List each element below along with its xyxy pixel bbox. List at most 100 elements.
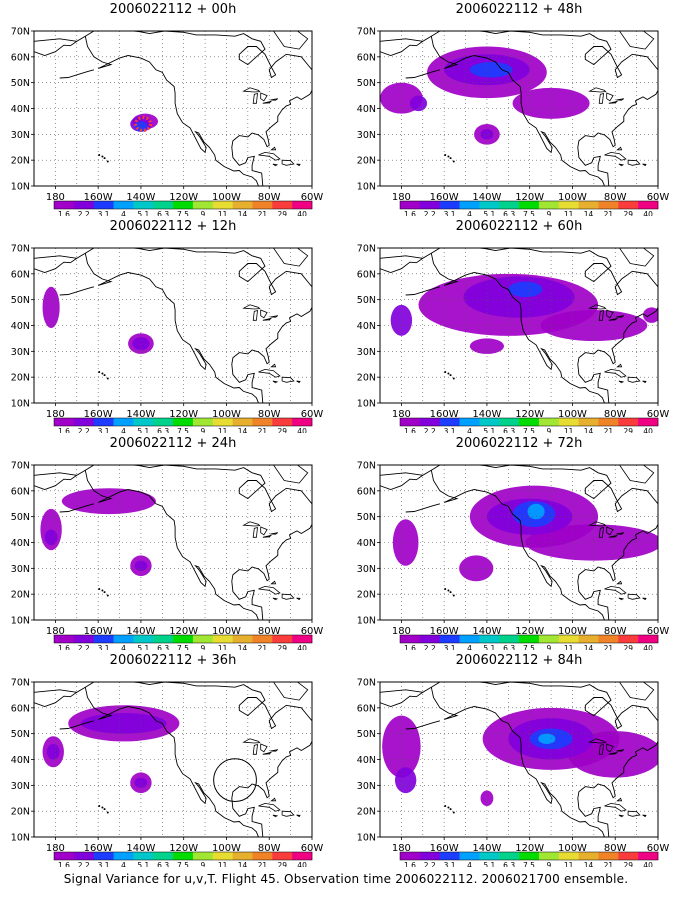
coastline — [273, 248, 309, 267]
colorbar-swatch — [133, 635, 154, 643]
colorbar-swatch — [558, 635, 579, 643]
colorbar-swatch — [578, 635, 599, 643]
colorbar-label: 4 — [121, 644, 126, 650]
colorbar-swatch — [479, 852, 500, 860]
coastline — [281, 376, 295, 383]
coastline — [627, 159, 641, 166]
colorbar-swatch — [73, 635, 94, 643]
variance-contour — [81, 713, 167, 734]
colorbar-label: 1.6 — [58, 861, 70, 867]
colorbar-label: 21 — [604, 861, 614, 867]
colorbar-label: 11 — [218, 861, 228, 867]
coastline — [229, 465, 232, 466]
colorbar-label: 6.3 — [503, 427, 515, 433]
coastline — [262, 100, 272, 104]
map-panel: 2006022112 + 00h 10N 20N 30N 40N 50N 60N 70N 180… — [0, 0, 346, 216]
x-tick-label: 120W — [515, 626, 544, 637]
map-chart: 10N 20N 30N 40N 50N 60N 70N 180 160W 140W 120W 100W… — [11, 678, 324, 868]
x-tick-label: 80W — [604, 626, 627, 637]
coastline — [84, 36, 259, 186]
x-tick-label: 100W — [558, 192, 587, 203]
colorbar-swatch — [439, 852, 460, 860]
y-tick-label: 50N — [11, 729, 30, 740]
coastline — [616, 98, 625, 101]
colorbar-label: 11 — [218, 427, 228, 433]
colorbar-swatch — [252, 635, 273, 643]
colorbar-label: 2.2 — [78, 427, 90, 433]
coastline — [577, 306, 658, 403]
variance-contour — [134, 116, 153, 132]
island — [452, 594, 455, 597]
coastline — [616, 580, 623, 585]
y-tick-label: 60N — [11, 52, 30, 63]
y-tick-label: 70N — [357, 244, 376, 255]
coastline — [229, 248, 232, 249]
coastline — [601, 465, 616, 466]
coastline — [258, 585, 281, 595]
colorbar-swatch — [173, 201, 194, 209]
island — [452, 160, 455, 163]
coastline — [34, 257, 78, 273]
y-tick-label: 20N — [357, 373, 376, 384]
x-tick-label: 100W — [558, 626, 587, 637]
colorbar-swatch — [479, 635, 500, 643]
colorbar-swatch — [459, 852, 480, 860]
colorbar-label: 11 — [564, 861, 574, 867]
coastline — [575, 465, 578, 466]
x-tick-label: 140W — [472, 192, 501, 203]
colorbar-label: 14 — [238, 210, 248, 216]
y-tick-label: 40N — [11, 538, 30, 549]
map-panel: 2006022112 + 12h 10N 20N 30N 40N 50N 60N 70N 180… — [0, 217, 346, 433]
coastline — [34, 40, 78, 56]
y-tick-label: 10N — [357, 833, 376, 844]
island — [447, 806, 450, 809]
colorbar-label: 9 — [200, 644, 205, 650]
coastline — [270, 98, 279, 101]
y-tick-label: 20N — [11, 590, 30, 601]
colorbar-swatch — [578, 418, 599, 426]
island — [98, 154, 101, 156]
colorbar-label: 40 — [643, 861, 653, 867]
x-tick-label: 80W — [604, 409, 627, 420]
colorbar-swatch — [459, 418, 480, 426]
colorbar-swatch — [232, 852, 253, 860]
x-tick-label: 60W — [301, 843, 324, 854]
coastline — [258, 802, 281, 812]
coastline — [255, 248, 270, 249]
coastline — [242, 87, 261, 93]
coastline — [601, 248, 616, 249]
x-tick-label: 180 — [46, 409, 65, 420]
y-tick-label: 10N — [11, 833, 30, 844]
colorbar-swatch — [519, 201, 540, 209]
colorbar-label: 21 — [604, 210, 614, 216]
colorbar-swatch — [538, 635, 560, 643]
x-tick-label: 100W — [558, 843, 587, 854]
y-tick-label: 10N — [357, 399, 376, 410]
map-chart: 10N 20N 30N 40N 50N 60N 70N 180 160W 140W 120W 100W… — [357, 461, 670, 651]
coastline — [606, 92, 614, 102]
x-tick-label: 140W — [126, 626, 155, 637]
y-tick-label: 30N — [11, 347, 30, 358]
colorbar-label: 21 — [604, 427, 614, 433]
x-tick-label: 180 — [46, 626, 65, 637]
coastline — [608, 100, 618, 104]
coastline — [242, 521, 261, 527]
x-tick-label: 140W — [472, 843, 501, 854]
colorbar-swatch — [93, 201, 114, 209]
colorbar-swatch — [618, 201, 639, 209]
x-tick-label: 120W — [515, 843, 544, 854]
coastline — [34, 682, 312, 730]
coastline — [231, 89, 312, 186]
colorbar-swatch — [400, 635, 421, 643]
colorbar-label: 7.5 — [177, 210, 189, 216]
y-tick-label: 50N — [357, 729, 376, 740]
colorbar-swatch — [272, 201, 293, 209]
island — [106, 377, 109, 380]
colorbar-label: 1.6 — [58, 644, 70, 650]
colorbar-label: 14 — [238, 861, 248, 867]
colorbar-label: 40 — [297, 861, 307, 867]
coastline — [173, 23, 205, 29]
colorbar-swatch — [519, 635, 540, 643]
x-tick-label: 100W — [212, 626, 241, 637]
coastline — [296, 163, 301, 167]
